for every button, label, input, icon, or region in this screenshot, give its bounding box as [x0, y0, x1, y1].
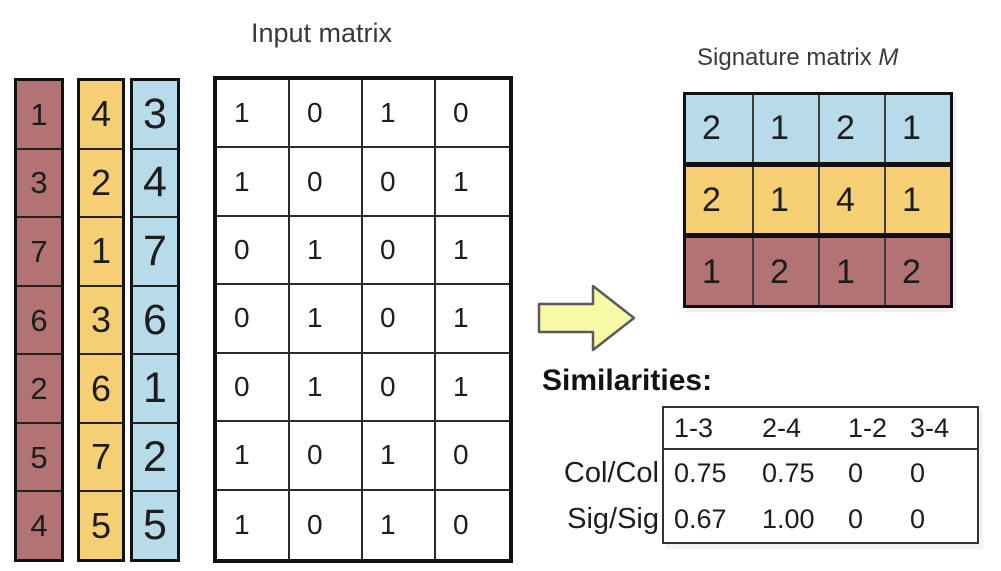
similarities-section: Col/Col Sig/Sig 1-3 2-4 1-2 3-4 0.75 0.75 0 0 0.6… [540, 406, 979, 544]
signature-matrix-cell: 2 [818, 95, 884, 162]
signature-matrix-cell: 1 [884, 166, 950, 234]
similarities-row-label: Sig/Sig [567, 502, 659, 535]
permutation-cell: 2 [133, 421, 177, 491]
signature-matrix-cell: 2 [884, 238, 950, 306]
similarities-column-header: 3-4 [900, 408, 977, 450]
similarities-value-cell: 0 [848, 503, 864, 534]
input-matrix-cell: 0 [290, 422, 363, 491]
similarities-value-cell: 0.75 [674, 457, 727, 488]
input-matrix-cell: 1 [290, 216, 363, 286]
input-matrix-cell: 1 [363, 80, 436, 149]
input-matrix-cell: 0 [290, 148, 363, 217]
input-matrix-cell: 1 [363, 422, 436, 491]
input-matrix-cell: 1 [363, 490, 436, 559]
permutation-cell: 6 [17, 284, 61, 354]
input-matrix-cell: 1 [290, 285, 363, 354]
permutation-cell: 3 [143, 89, 167, 138]
signature-matrix-cell: 2 [702, 109, 721, 148]
permutation-cell: 6 [133, 284, 177, 354]
permutation-cell: 5 [133, 490, 177, 559]
similarities-value-cell: 0.67 [674, 503, 727, 534]
similarities-value-cell: 0 [910, 457, 926, 488]
input-matrix-cell: 1 [436, 285, 509, 354]
input-matrix-cell: 0 [436, 80, 509, 149]
signature-matrix-cell: 2 [702, 181, 721, 219]
permutation-cell: 5 [17, 421, 61, 491]
input-matrix-cell: 0 [363, 353, 436, 423]
similarities-column-header: 2-4 [752, 408, 838, 450]
input-matrix-cell: 1 [217, 80, 290, 149]
permutation-cell: 1 [80, 216, 122, 285]
input-matrix-cell: 1 [290, 353, 363, 423]
input-matrix-cell: 0 [363, 285, 436, 354]
input-matrix-cell: 1 [217, 422, 290, 491]
permutation-cell: 2 [17, 353, 61, 422]
input-matrix-cell: 1 [436, 354, 509, 423]
signature-matrix-cell: 1 [884, 95, 950, 162]
input-matrix-cell: 0 [290, 490, 363, 559]
similarities-value-cell: 0 [910, 503, 926, 534]
permutation-cell: 1 [30, 96, 48, 132]
signature-matrix-cell: 1 [752, 166, 818, 234]
similarities-column-header: 1-3 [664, 408, 752, 450]
signature-matrix-title-m: M [878, 44, 899, 71]
signature-matrix-title-text: Signature matrix [697, 44, 879, 71]
signature-matrix-title: Signature matrix M [697, 44, 898, 72]
signature-matrix-cell: 1 [702, 252, 721, 291]
signature-matrix-cell: 4 [818, 166, 884, 234]
signature-matrix-cell: 2 [752, 238, 818, 306]
permutation-cell: 3 [17, 147, 61, 217]
input-matrix-cell: 0 [217, 353, 290, 423]
input-matrix-cell: 0 [290, 80, 363, 149]
permutation-cell: 2 [80, 147, 122, 217]
input-matrix-cell: 0 [436, 422, 509, 491]
input-matrix-cell: 0 [363, 148, 436, 217]
similarities-row-label: Col/Col [563, 456, 659, 489]
similarities-value-cell: 1.00 [762, 503, 815, 534]
permutation-cell: 1 [133, 353, 177, 422]
input-matrix-cell: 1 [436, 148, 509, 217]
input-matrix-cell: 0 [217, 285, 290, 354]
right-arrow-icon [537, 281, 637, 355]
input-matrix-cell: 0 [217, 216, 290, 286]
permutation-cell: 4 [17, 490, 61, 559]
permutation-cell: 5 [80, 490, 122, 559]
permutation-cell: 4 [90, 93, 112, 135]
input-matrix-title: Input matrix [251, 18, 393, 48]
input-matrix-cell: 1 [436, 217, 509, 286]
permutation-cell: 7 [133, 216, 177, 285]
permutation-cell: 4 [133, 147, 177, 217]
signature-matrix-cell: 1 [818, 238, 884, 306]
signature-matrix-cell: 1 [752, 95, 818, 162]
similarities-row-labels: Col/Col Sig/Sig [540, 406, 662, 542]
similarities-heading: Similarities: [542, 364, 713, 397]
right-arrow-shape [537, 284, 636, 352]
similarities-column-header: 1-2 [838, 408, 900, 450]
input-matrix-cell: 1 [217, 148, 290, 217]
input-matrix-cell: 1 [217, 490, 290, 559]
permutation-cell: 3 [80, 284, 122, 354]
similarities-table: 1-3 2-4 1-2 3-4 0.75 0.75 0 0 0.67 1.00 0 0 [662, 406, 979, 544]
input-matrix-cell: 0 [363, 216, 436, 286]
permutation-cell: 7 [80, 421, 122, 491]
similarities-value-cell: 0.75 [762, 457, 815, 488]
permutation-cell: 7 [17, 216, 61, 285]
input-matrix-cell: 0 [453, 508, 469, 540]
permutation-cell: 6 [80, 353, 122, 422]
similarities-value-cell: 0 [848, 457, 864, 488]
